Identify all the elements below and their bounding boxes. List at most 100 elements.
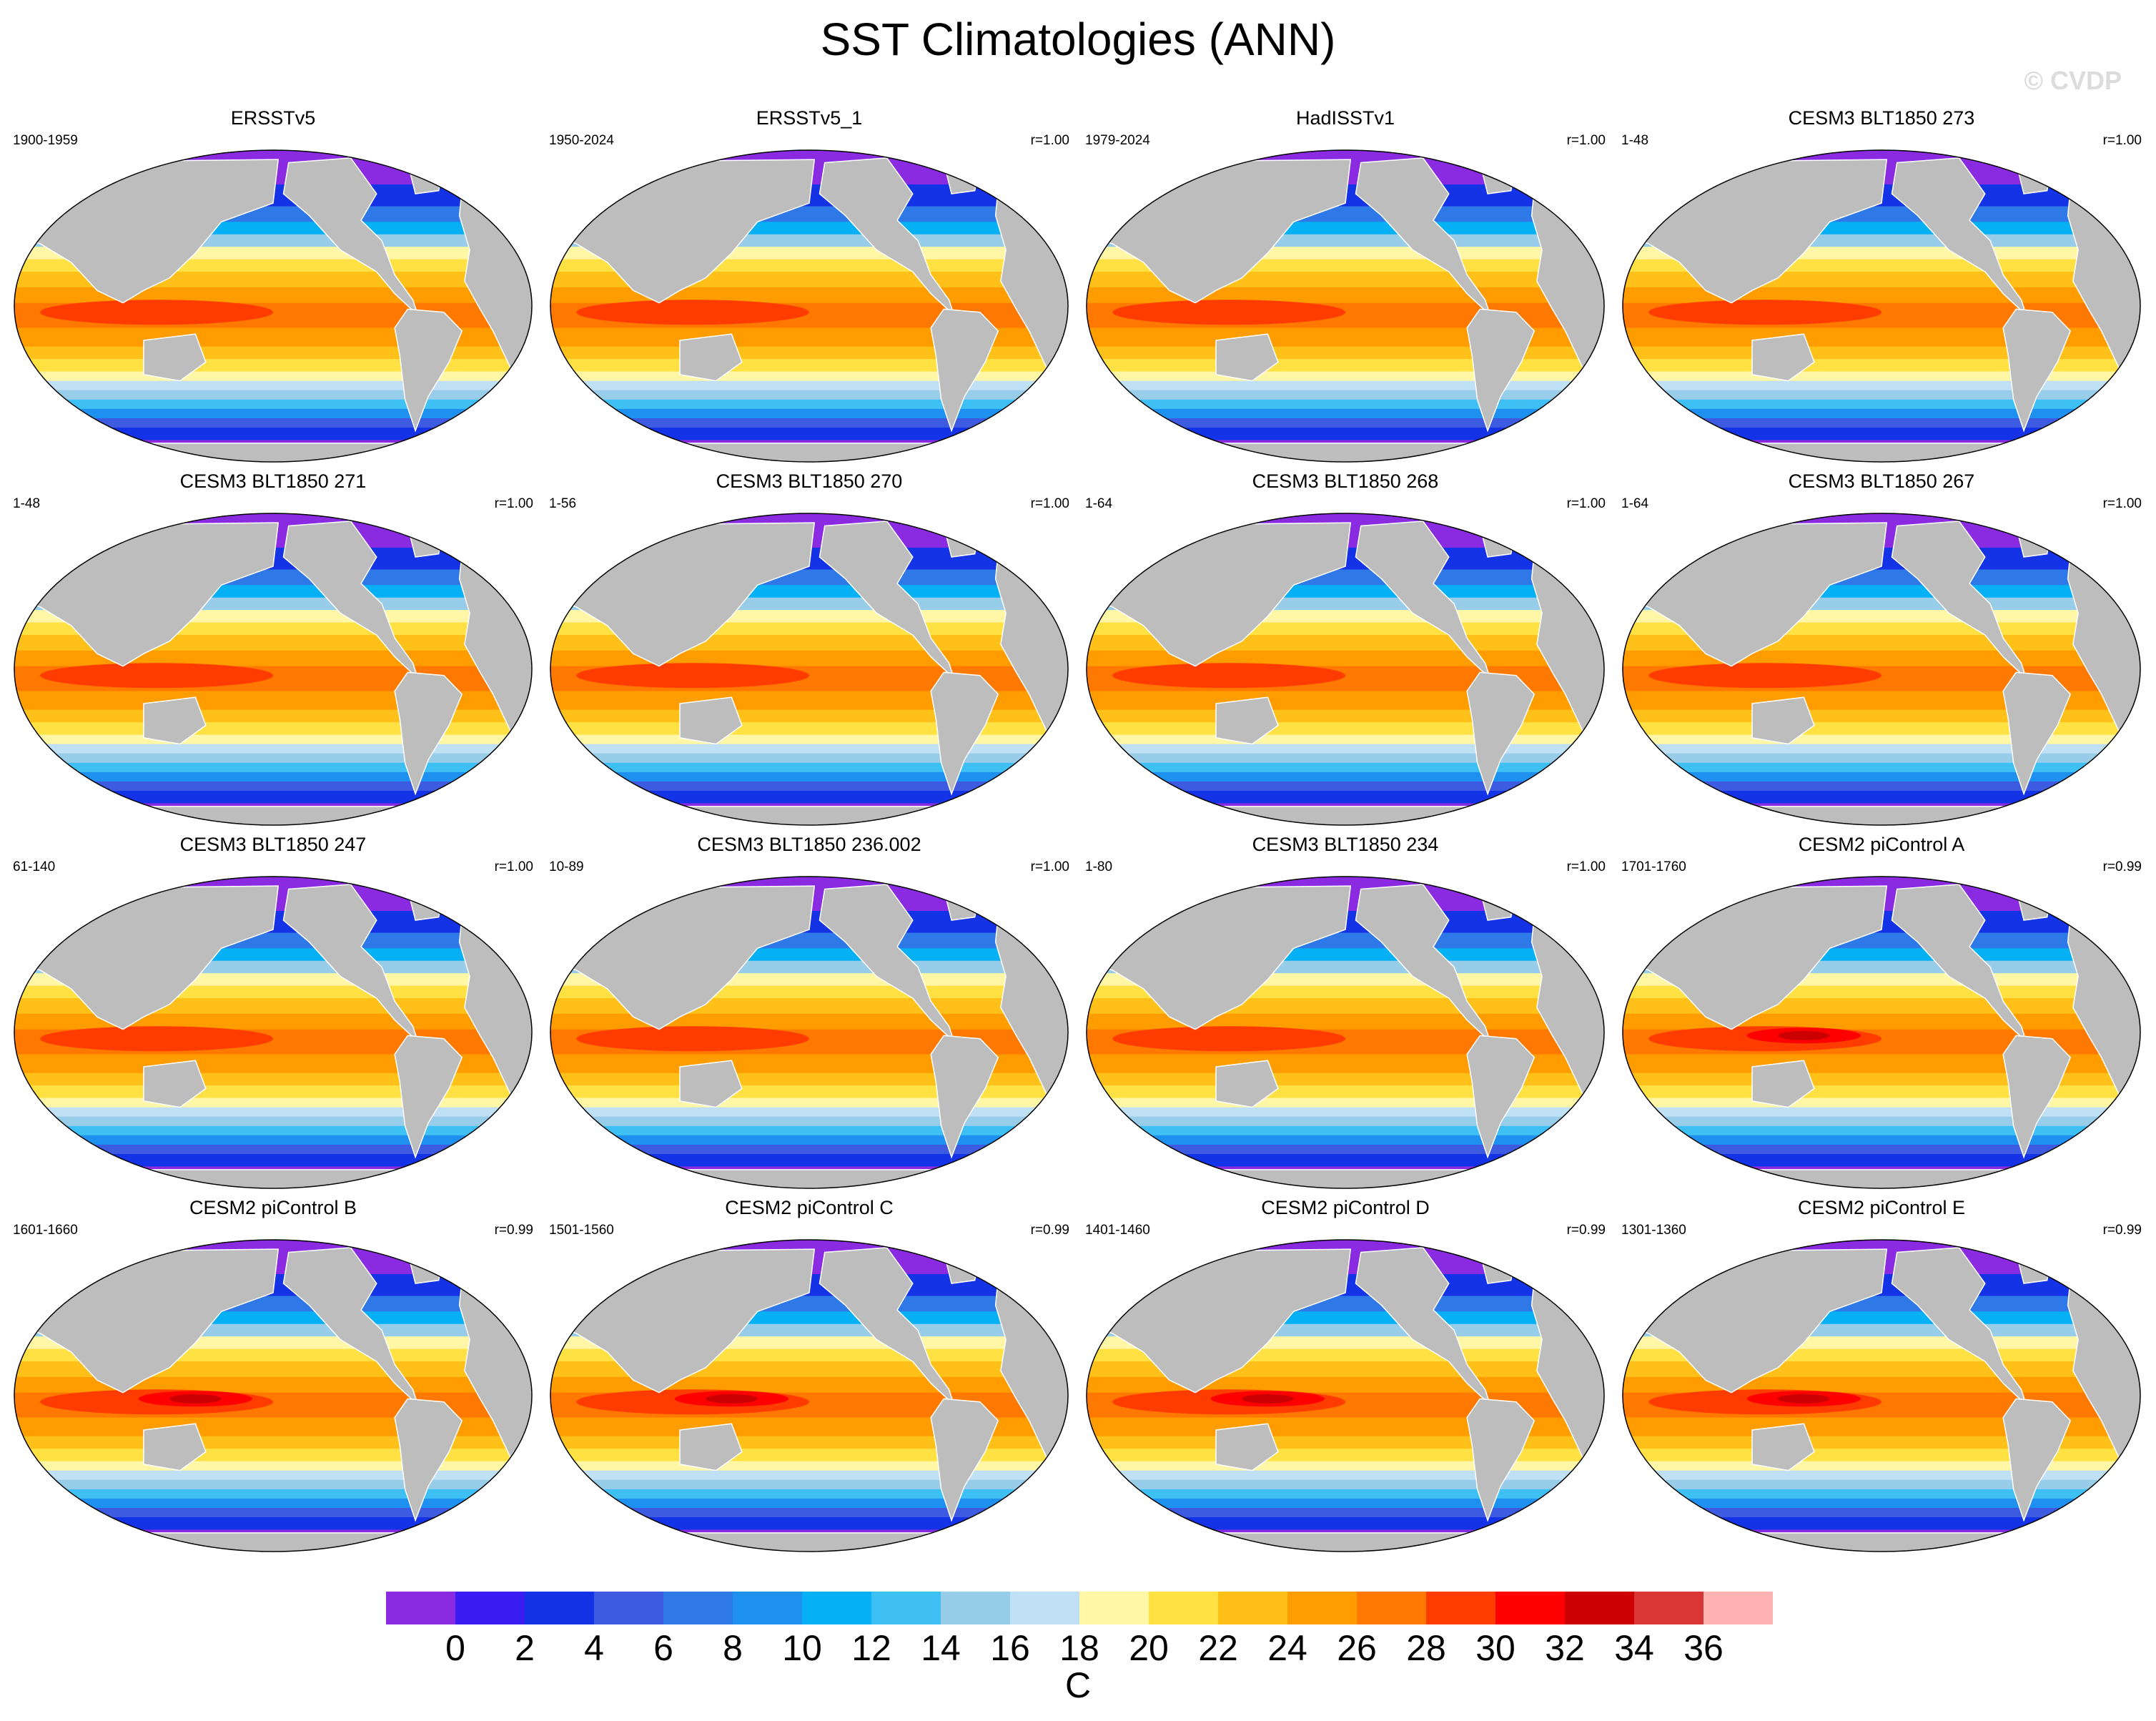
land-mass xyxy=(1751,696,1815,745)
sst-band xyxy=(550,1098,1068,1108)
sst-band xyxy=(1087,1154,1604,1168)
colorbar-tick-label: 36 xyxy=(1683,1628,1724,1668)
sst-map xyxy=(14,1239,533,1552)
land-mass xyxy=(930,1398,999,1522)
sst-band xyxy=(550,1085,1068,1099)
land-mass xyxy=(819,157,955,316)
sst-band xyxy=(14,1013,532,1030)
panel-period: 10-89 xyxy=(549,859,584,874)
sst-band xyxy=(1087,1013,1604,1030)
sst-band xyxy=(14,753,532,764)
sst-band xyxy=(1087,1449,1604,1462)
land-mass xyxy=(143,333,207,382)
colorbar-swatch xyxy=(733,1592,802,1624)
panel-correlation: r=1.00 xyxy=(494,859,533,874)
sst-band xyxy=(1087,428,1604,441)
sst-band xyxy=(550,287,1068,304)
land-mass xyxy=(2002,1398,2072,1522)
panel-period: 1501-1560 xyxy=(549,1223,614,1238)
sst-band xyxy=(1087,1144,1604,1155)
warm-pool xyxy=(1778,1394,1830,1404)
colorbar-tick-label: 20 xyxy=(1129,1628,1169,1668)
sst-band xyxy=(14,380,532,391)
map-panel: CESM2 piControl B 1601-1660 r=0.99 xyxy=(9,1197,538,1554)
sst-band xyxy=(1087,762,1604,773)
map-outline xyxy=(1086,149,1605,463)
land-mass xyxy=(2002,308,2072,433)
sst-band xyxy=(1087,1461,1604,1471)
map-outline xyxy=(1086,876,1605,1189)
sst-band xyxy=(550,1013,1068,1030)
land-mass xyxy=(1891,1247,2027,1406)
colorbar-swatch xyxy=(1079,1592,1149,1624)
panel-title: ERSSTv5 xyxy=(230,107,316,129)
sst-band xyxy=(1623,744,2140,754)
sst-band xyxy=(1087,1116,1604,1127)
panel-correlation: r=0.99 xyxy=(1566,1223,1606,1238)
sst-band xyxy=(1087,1507,1604,1519)
sst-band xyxy=(550,1135,1068,1145)
colorbar-swatch xyxy=(802,1592,871,1624)
sst-band xyxy=(14,1489,532,1499)
colorbar-tick-label: 16 xyxy=(990,1628,1030,1668)
sst-band xyxy=(550,762,1068,773)
map-outline xyxy=(550,876,1069,1189)
map-outline xyxy=(1622,1239,2141,1552)
colorbar-tick-label: 22 xyxy=(1198,1628,1238,1668)
sst-band xyxy=(550,771,1068,782)
colorbar-tick-label: 8 xyxy=(723,1628,743,1668)
sst-band xyxy=(14,1376,532,1394)
sst-band xyxy=(1623,408,2140,419)
sst-band xyxy=(1623,1125,2140,1136)
sst-band xyxy=(1623,1449,2140,1462)
colorbar-swatch xyxy=(594,1592,663,1624)
land-mass xyxy=(550,1532,1068,1552)
panel-title: CESM3 BLT1850 270 xyxy=(716,470,903,492)
sst-band xyxy=(14,781,532,792)
sst-band xyxy=(550,380,1068,391)
sst-map xyxy=(550,876,1069,1189)
land-mass xyxy=(930,1035,999,1159)
land-mass xyxy=(1466,1398,1536,1522)
map-panel: CESM3 BLT1850 247 61-140 r=1.00 xyxy=(9,834,538,1191)
colorbar-swatch xyxy=(455,1592,525,1624)
panel-title: CESM2 piControl E xyxy=(1797,1197,1966,1218)
sst-band xyxy=(14,1507,532,1519)
land-mass xyxy=(14,1532,532,1552)
warm-pool xyxy=(1242,1030,1294,1040)
map-outline xyxy=(1622,149,2141,463)
sst-band xyxy=(14,418,532,429)
sst-band xyxy=(550,359,1068,373)
sst-band xyxy=(14,650,532,667)
sst-band xyxy=(14,762,532,773)
sst-band xyxy=(550,1144,1068,1155)
panel-correlation: r=0.99 xyxy=(2102,859,2142,874)
sst-band xyxy=(1087,1479,1604,1490)
land-mass xyxy=(1751,333,1815,382)
sst-band xyxy=(1623,650,2140,667)
colorbar-swatch xyxy=(525,1592,594,1624)
sst-band xyxy=(550,650,1068,667)
sst-band xyxy=(1087,1125,1604,1136)
land-mass xyxy=(819,521,955,679)
sst-band xyxy=(550,1376,1068,1394)
panel-period: 61-140 xyxy=(13,859,56,874)
colorbar-swatch xyxy=(1287,1592,1357,1624)
land-mass xyxy=(819,884,955,1042)
panel-period: 1301-1360 xyxy=(1621,1223,1686,1238)
land-mass xyxy=(1355,157,1491,316)
panel-title: CESM2 piControl A xyxy=(1798,834,1965,855)
warm-pool xyxy=(169,304,222,314)
colorbar-tick-label: 34 xyxy=(1614,1628,1654,1668)
colorbar-tick-label: 12 xyxy=(851,1628,891,1668)
land-mass xyxy=(819,1247,955,1406)
sst-band xyxy=(1087,650,1604,667)
map-panel: ERSSTv5_1 1950-2024 r=1.00 xyxy=(545,107,1074,465)
panel-correlation: r=1.00 xyxy=(1566,133,1606,148)
panel-correlation: r=0.99 xyxy=(1030,1223,1069,1238)
land-mass xyxy=(1623,1169,2140,1188)
sst-map xyxy=(1622,876,2141,1189)
sst-band xyxy=(550,371,1068,382)
sst-band xyxy=(1623,762,2140,773)
map-outline xyxy=(1086,1239,1605,1552)
